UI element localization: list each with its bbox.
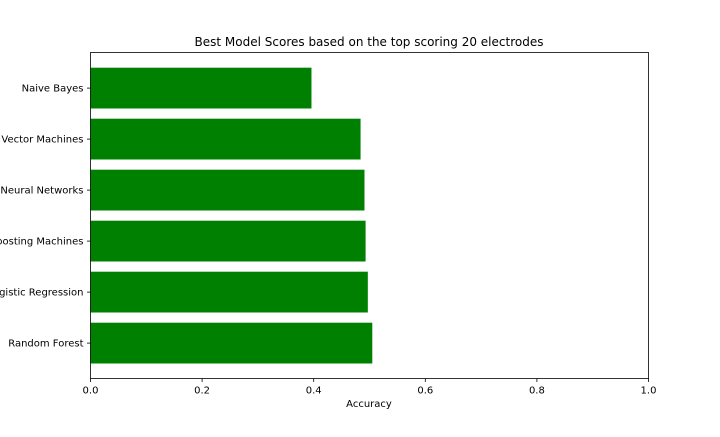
x-tick-label: 0.0 [83, 386, 99, 397]
bar-naive-bayes [90, 67, 312, 109]
bar-support-vector-machines [90, 118, 361, 160]
bar-gradient-boosting-machines [90, 220, 366, 262]
y-tick-label: oosting Machines [0, 237, 84, 248]
y-tick-label: Random Forest [8, 339, 83, 350]
bars-group [90, 67, 373, 364]
bar-neural-networks [90, 169, 365, 211]
y-tick-label: Neural Networks [0, 186, 83, 197]
y-axis-ticks: Random Forest gistic Regression oosting Ma… [0, 84, 91, 350]
x-tick-label: 0.8 [529, 386, 545, 397]
x-tick-label: 0.4 [306, 386, 322, 397]
y-tick-label: gistic Regression [0, 288, 84, 299]
y-tick-label: Naive Bayes [22, 84, 84, 95]
chart-title: Best Model Scores based on the top scori… [195, 35, 544, 49]
plot-frame [90, 52, 649, 379]
x-axis-label: Accuracy [346, 399, 392, 410]
bar-random-forest [90, 322, 373, 364]
x-tick-label: 0.2 [194, 386, 210, 397]
x-axis-ticks: 0.0 0.2 0.4 0.6 0.8 1.0 [83, 378, 657, 397]
x-tick-label: 0.6 [417, 386, 433, 397]
bar-logistic-regression [90, 271, 368, 313]
x-tick-label: 1.0 [641, 386, 657, 397]
y-tick-label: Vector Machines [1, 135, 83, 146]
